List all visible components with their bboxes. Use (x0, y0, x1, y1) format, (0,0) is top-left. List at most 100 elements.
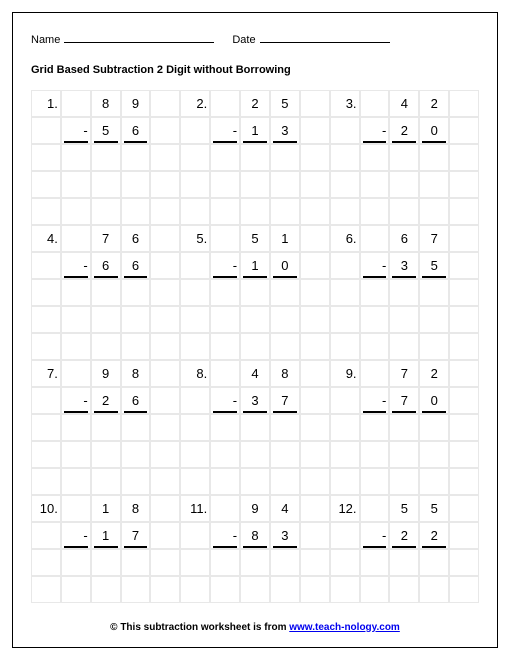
name-field: Name (31, 31, 214, 46)
grid-cell (31, 306, 61, 333)
grid-cell (300, 495, 330, 522)
grid-cell: 3. (330, 90, 360, 117)
grid-cell (121, 414, 151, 441)
grid-cell (61, 468, 91, 495)
grid-cell: 7. (31, 360, 61, 387)
grid-cell (360, 576, 390, 603)
grid-cell (150, 144, 180, 171)
grid-cell (389, 468, 419, 495)
underline (64, 276, 88, 278)
underline (213, 411, 237, 413)
grid-cell (31, 252, 61, 279)
underline (392, 411, 416, 413)
grid-cell (210, 198, 240, 225)
grid-cell (300, 387, 330, 414)
grid-cell (449, 225, 479, 252)
grid-cell: 1 (240, 117, 270, 144)
grid-cell (150, 279, 180, 306)
grid-cell (180, 414, 210, 441)
grid-cell (449, 414, 479, 441)
grid-cell (210, 279, 240, 306)
grid-cell (449, 144, 479, 171)
grid-cell (61, 333, 91, 360)
grid-cell (180, 306, 210, 333)
grid-cell (150, 306, 180, 333)
grid-cell (270, 144, 300, 171)
grid-cell (449, 171, 479, 198)
grid-cell: - (61, 252, 91, 279)
grid-cell (210, 495, 240, 522)
grid-cell (240, 144, 270, 171)
grid-cell (360, 171, 390, 198)
underline (363, 411, 387, 413)
grid-cell (270, 279, 300, 306)
grid-cell (300, 117, 330, 144)
underline (213, 276, 237, 278)
grid-cell: 6 (121, 387, 151, 414)
grid-cell (419, 468, 449, 495)
grid-cell: 3 (270, 117, 300, 144)
grid-cell (150, 522, 180, 549)
grid-cell (31, 576, 61, 603)
grid-cell: 7 (121, 522, 151, 549)
grid-cell: 0 (419, 387, 449, 414)
underline (213, 546, 237, 548)
grid-cell (330, 171, 360, 198)
worksheet-page: Name Date Grid Based Subtraction 2 Digit… (12, 12, 498, 648)
grid-cell: - (210, 522, 240, 549)
grid-cell: - (210, 252, 240, 279)
grid-cell (300, 333, 330, 360)
grid-cell: - (61, 117, 91, 144)
grid-cell (360, 495, 390, 522)
footer-link[interactable]: www.teach-nology.com (289, 622, 400, 633)
grid-cell (449, 252, 479, 279)
grid-cell: 2 (240, 90, 270, 117)
underline (124, 546, 148, 548)
date-label: Date (232, 34, 255, 46)
grid-cell (150, 90, 180, 117)
underline (422, 546, 446, 548)
underline (422, 276, 446, 278)
underline (124, 411, 148, 413)
grid-cell (330, 198, 360, 225)
grid-cell: 9 (240, 495, 270, 522)
grid-cell (240, 198, 270, 225)
grid-cell (150, 252, 180, 279)
grid-cell (180, 144, 210, 171)
grid-cell: 5. (180, 225, 210, 252)
grid-cell: - (360, 522, 390, 549)
grid-cell (300, 279, 330, 306)
grid-cell: 5 (270, 90, 300, 117)
footer: © This subtraction worksheet is from www… (13, 622, 497, 633)
grid-cell (389, 549, 419, 576)
grid-cell (31, 468, 61, 495)
grid-cell (61, 495, 91, 522)
grid-cell (150, 387, 180, 414)
grid-cell: - (360, 252, 390, 279)
date-line[interactable] (260, 31, 390, 43)
grid-cell (91, 198, 121, 225)
name-line[interactable] (64, 31, 214, 43)
grid-cell: 12. (330, 495, 360, 522)
grid-cell: 7 (389, 387, 419, 414)
grid-cell (449, 441, 479, 468)
grid-cell (91, 144, 121, 171)
underline (64, 546, 88, 548)
grid-cell (31, 117, 61, 144)
subtraction-grid: 1.892.253.42-56-13-204.765.516.67-66-10-… (31, 90, 479, 603)
grid-cell (270, 576, 300, 603)
grid-cell (389, 144, 419, 171)
underline (422, 411, 446, 413)
grid-cell (150, 468, 180, 495)
grid-cell: 1 (240, 252, 270, 279)
grid-cell (449, 522, 479, 549)
grid-cell (300, 441, 330, 468)
grid-cell (419, 549, 449, 576)
grid-cell (330, 522, 360, 549)
grid-cell (389, 576, 419, 603)
grid-cell (240, 414, 270, 441)
grid-cell (91, 333, 121, 360)
grid-cell (449, 117, 479, 144)
grid-cell (180, 333, 210, 360)
grid-cell (91, 576, 121, 603)
